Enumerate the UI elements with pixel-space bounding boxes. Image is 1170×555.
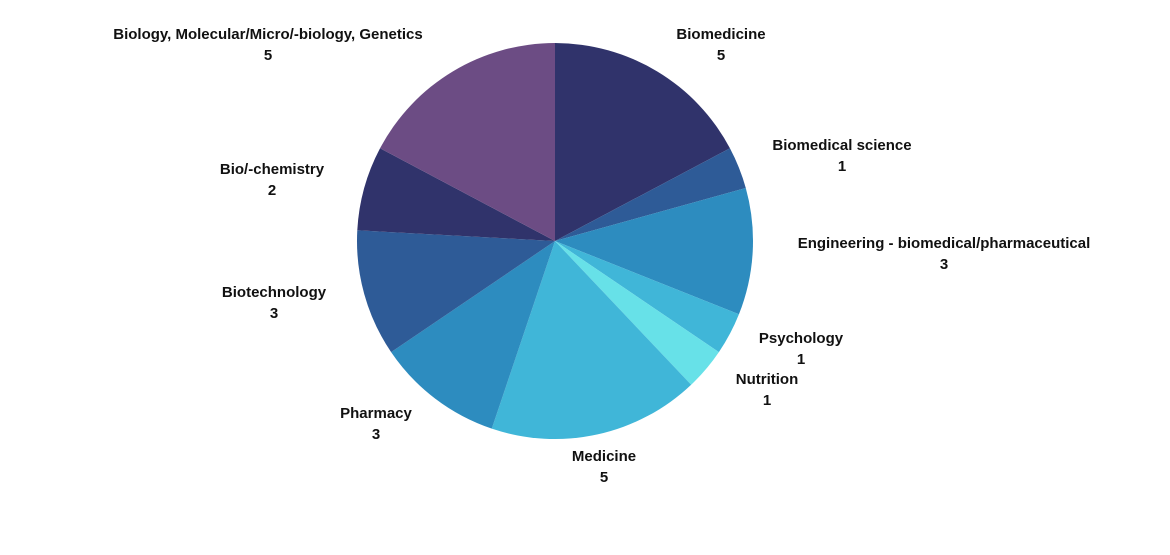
pie-slice-biomedicine	[555, 43, 730, 241]
label-biochemistry-name: Bio/-chemistry	[219, 161, 325, 178]
label-engineering-value: 3	[939, 256, 949, 273]
label-pharmacy-name: Pharmacy	[340, 405, 412, 422]
pie-slice-psychology	[555, 241, 739, 353]
label-biochemistry: Bio/-chemistry 2	[220, 159, 324, 201]
label-nutrition-name: Nutrition	[735, 371, 799, 388]
label-nutrition: Nutrition 1	[736, 369, 798, 411]
label-psychology-value: 1	[796, 351, 806, 368]
pie-slice-pharmacy	[391, 241, 555, 429]
label-biomedicine-name: Biomedicine	[676, 26, 766, 43]
label-pharmacy: Pharmacy 3	[340, 403, 412, 445]
label-biomedical-science-value: 1	[837, 158, 847, 175]
label-medicine-name: Medicine	[571, 448, 637, 465]
label-biology-value: 5	[263, 47, 273, 64]
pie-slice-bio-chemistry	[357, 148, 555, 241]
pie-slice-engineering-biomedical-pharmaceutical	[555, 188, 754, 315]
label-psychology-name: Psychology	[758, 330, 844, 347]
label-biotechnology-value: 3	[269, 305, 279, 322]
label-biology-name: Biology, Molecular/Micro/-biology, Genet…	[113, 26, 423, 43]
label-medicine: Medicine 5	[572, 446, 636, 488]
pie-slice-biology-molecular-micro-biology-genetics	[380, 43, 555, 241]
label-psychology: Psychology 1	[759, 328, 843, 370]
label-pharmacy-value: 3	[371, 426, 381, 443]
label-biomedicine: Biomedicine 5	[676, 24, 765, 66]
label-nutrition-value: 1	[762, 392, 772, 409]
label-biotechnology-name: Biotechnology	[221, 284, 327, 301]
pie-slice-medicine	[491, 241, 692, 440]
label-biotechnology: Biotechnology 3	[222, 282, 326, 324]
label-biochemistry-value: 2	[267, 182, 277, 199]
pie-slice-biomedical-science	[555, 148, 746, 241]
label-biomedical-science-name: Biomedical science	[772, 137, 912, 154]
label-medicine-value: 5	[599, 469, 609, 486]
label-engineering-name: Engineering - biomedical/pharmaceutical	[797, 235, 1091, 252]
label-biomedicine-value: 5	[716, 47, 726, 64]
pie-slice-biotechnology	[356, 230, 555, 353]
pie-slice-nutrition	[555, 241, 719, 385]
label-engineering: Engineering - biomedical/pharmaceutical …	[798, 233, 1091, 275]
label-biomedical-science: Biomedical science 1	[772, 135, 911, 177]
label-biology: Biology, Molecular/Micro/-biology, Genet…	[113, 24, 423, 66]
